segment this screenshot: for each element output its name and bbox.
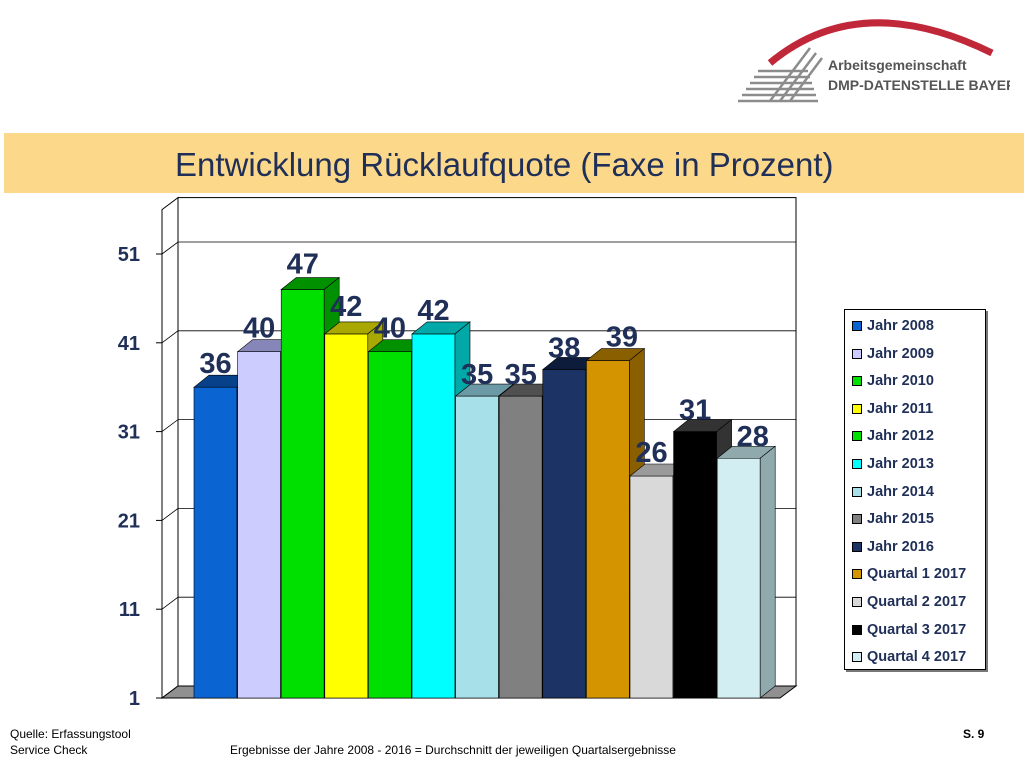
bar-front bbox=[368, 351, 412, 699]
legend-label: Quartal 3 2017 bbox=[867, 621, 967, 638]
legend-swatch bbox=[852, 376, 862, 387]
data-label: 35 bbox=[505, 359, 537, 391]
data-label: 28 bbox=[737, 421, 769, 453]
data-label: 36 bbox=[199, 348, 231, 380]
legend-swatch bbox=[852, 459, 862, 469]
y-tick-label: 51 bbox=[118, 244, 140, 266]
legend-item: Jahr 2008 bbox=[852, 316, 934, 336]
bar-front bbox=[498, 395, 543, 699]
data-label: 42 bbox=[330, 291, 362, 323]
legend-item: Jahr 2012 bbox=[852, 426, 934, 446]
legend-label: Jahr 2015 bbox=[867, 511, 934, 528]
bar-quartal-4-2017 bbox=[716, 445, 777, 699]
y-tick-label: 41 bbox=[118, 333, 140, 355]
legend-swatch bbox=[852, 569, 862, 580]
legend-item: Jahr 2013 bbox=[852, 454, 934, 474]
legend-label: Jahr 2014 bbox=[867, 483, 934, 500]
y-tick-label: 31 bbox=[118, 422, 140, 444]
legend-item: Jahr 2009 bbox=[852, 344, 934, 364]
chart-side-wall bbox=[161, 196, 179, 699]
data-label: 39 bbox=[606, 322, 638, 354]
legend-label: Jahr 2008 bbox=[867, 318, 934, 334]
bar-front bbox=[629, 475, 674, 699]
legend-item: Jahr 2010 bbox=[852, 371, 934, 391]
slide-title: Entwicklung Rücklaufquote (Faxe in Proze… bbox=[175, 146, 834, 183]
legend-label: Jahr 2011 bbox=[867, 400, 934, 417]
bar-front bbox=[586, 360, 630, 699]
page-number: S. 9 bbox=[963, 727, 985, 741]
legend-item: Quartal 3 2017 bbox=[852, 620, 966, 640]
legend-label: Jahr 2012 bbox=[867, 428, 934, 445]
bar-front bbox=[411, 333, 456, 699]
data-label: 42 bbox=[417, 295, 449, 327]
legend-swatch bbox=[852, 431, 862, 442]
legend-label: Jahr 2016 bbox=[867, 538, 934, 555]
data-label: 31 bbox=[679, 395, 711, 427]
legend-swatch bbox=[852, 486, 862, 497]
gridline bbox=[161, 330, 796, 344]
bar-front bbox=[193, 386, 238, 699]
gridline bbox=[161, 241, 796, 255]
legend-label: Jahr 2009 bbox=[867, 345, 934, 362]
legend-swatch bbox=[852, 348, 862, 359]
bar-front bbox=[280, 289, 325, 699]
data-label: 26 bbox=[635, 437, 667, 469]
source-line-1: Quelle: Erfassungstool bbox=[10, 727, 131, 741]
source-line-2: Service Check bbox=[10, 743, 88, 757]
data-label: 35 bbox=[461, 359, 493, 391]
logo-line2: DMP-DATENSTELLE BAYERN bbox=[828, 77, 1010, 93]
chart-legend: Jahr 2008 Jahr 2009 Jahr 2010 Jahr 2011 Jahr… bbox=[844, 309, 986, 670]
bar-front bbox=[542, 369, 587, 699]
legend-item: Quartal 2 2017 bbox=[852, 592, 966, 612]
legend-label: Jahr 2010 bbox=[867, 373, 934, 390]
y-tick-label: 11 bbox=[119, 599, 140, 621]
y-tick-label: 1 bbox=[129, 688, 140, 710]
legend-swatch bbox=[852, 541, 862, 552]
legend-item: Quartal 1 2017 bbox=[852, 564, 966, 584]
bar-front bbox=[673, 431, 717, 699]
logo-arc bbox=[767, 19, 994, 66]
legend-swatch bbox=[852, 321, 862, 331]
logo-line1: Arbeitsgemeinschaft bbox=[828, 57, 967, 73]
data-label: 47 bbox=[287, 249, 319, 281]
legend-swatch bbox=[852, 624, 862, 635]
legend-item: Jahr 2014 bbox=[852, 482, 934, 502]
legend-item: Jahr 2016 bbox=[852, 537, 934, 557]
bar-front bbox=[324, 333, 369, 699]
legend-item: Jahr 2015 bbox=[852, 509, 934, 529]
legend-item: Jahr 2011 bbox=[852, 399, 933, 419]
footnote: Ergebnisse der Jahre 2008 - 2016 = Durch… bbox=[230, 743, 676, 757]
legend-label: Quartal 2 2017 bbox=[867, 594, 967, 610]
bar-side bbox=[759, 445, 776, 699]
data-label: 38 bbox=[548, 332, 580, 364]
data-label: 40 bbox=[374, 313, 406, 345]
bar-front bbox=[237, 351, 281, 699]
y-tick-label: 21 bbox=[118, 510, 140, 532]
legend-label: Quartal 1 2017 bbox=[867, 566, 967, 583]
legend-swatch bbox=[852, 403, 862, 414]
title-band bbox=[4, 133, 1024, 193]
legend-swatch bbox=[852, 597, 862, 607]
legend-swatch bbox=[852, 514, 862, 525]
bar-front bbox=[716, 457, 761, 699]
bar-front bbox=[455, 395, 499, 699]
legend-swatch bbox=[852, 652, 862, 663]
legend-item: Quartal 4 2017 bbox=[852, 647, 966, 667]
legend-label: Jahr 2013 bbox=[867, 456, 934, 472]
legend-label: Quartal 4 2017 bbox=[867, 649, 967, 666]
data-label: 40 bbox=[243, 313, 275, 345]
dmp-logo: Arbeitsgemeinschaft DMP-DATENSTELLE BAYE… bbox=[738, 19, 1010, 103]
